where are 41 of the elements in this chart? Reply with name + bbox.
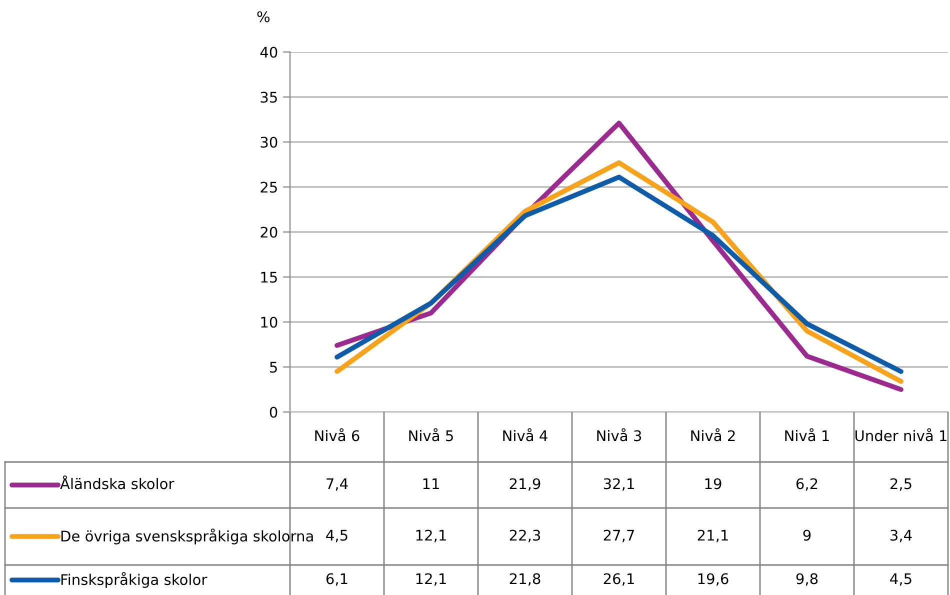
data-label: 7,4 [326, 478, 348, 491]
data-label: 6,2 [796, 478, 818, 491]
data-label: 9 [803, 530, 811, 541]
x-tick-label: Nivå 5 [409, 428, 453, 442]
data-label: 21,8 [510, 573, 540, 586]
data-label: 4,5 [890, 573, 912, 586]
y-tick-label: 20 [260, 226, 278, 238]
data-label: 21,1 [698, 530, 728, 542]
x-tick-label: Nivå 1 [785, 428, 829, 442]
data-label: 27,7 [604, 530, 634, 542]
y-tick-label: 40 [260, 46, 278, 58]
data-label: 2,5 [890, 478, 912, 491]
data-label: 4,5 [326, 530, 348, 542]
y-tick-label: 30 [260, 136, 278, 148]
legend-label: Åländska skolor [60, 475, 174, 490]
x-tick-label: Nivå 2 [691, 428, 735, 442]
x-tick-label: Nivå 4 [503, 428, 548, 442]
y-tick-label: 5 [270, 362, 277, 373]
data-label: 26,1 [604, 573, 634, 586]
data-label: 11 [423, 478, 439, 490]
y-tick-label: 15 [261, 272, 277, 283]
legend-label: Finskspråkiga skolor [61, 572, 208, 588]
x-tick-label: Under nivå 1 [855, 428, 946, 442]
y-tick-label: 25 [260, 182, 277, 193]
data-label: 12,1 [416, 530, 446, 542]
y-axis-title: % [257, 11, 270, 22]
x-tick-label: Nivå 6 [315, 428, 360, 442]
data-label: 9,8 [796, 573, 818, 586]
x-tick-label: Nivå 3 [597, 428, 642, 442]
y-tick-label: 0 [270, 406, 278, 418]
data-label: 3,4 [890, 530, 912, 542]
data-label: 6,1 [326, 573, 348, 586]
data-label: 32,1 [604, 478, 634, 491]
y-tick-label: 10 [261, 316, 278, 328]
data-label: 22,3 [510, 530, 540, 542]
y-tick-label: 35 [260, 92, 277, 103]
data-label: 19,6 [698, 573, 728, 586]
data-label: 19 [705, 478, 722, 490]
data-label: 12,1 [416, 573, 446, 586]
data-label: 21,9 [510, 478, 540, 491]
legend-label: De övriga svenskspråkiga skolorna [61, 528, 313, 544]
